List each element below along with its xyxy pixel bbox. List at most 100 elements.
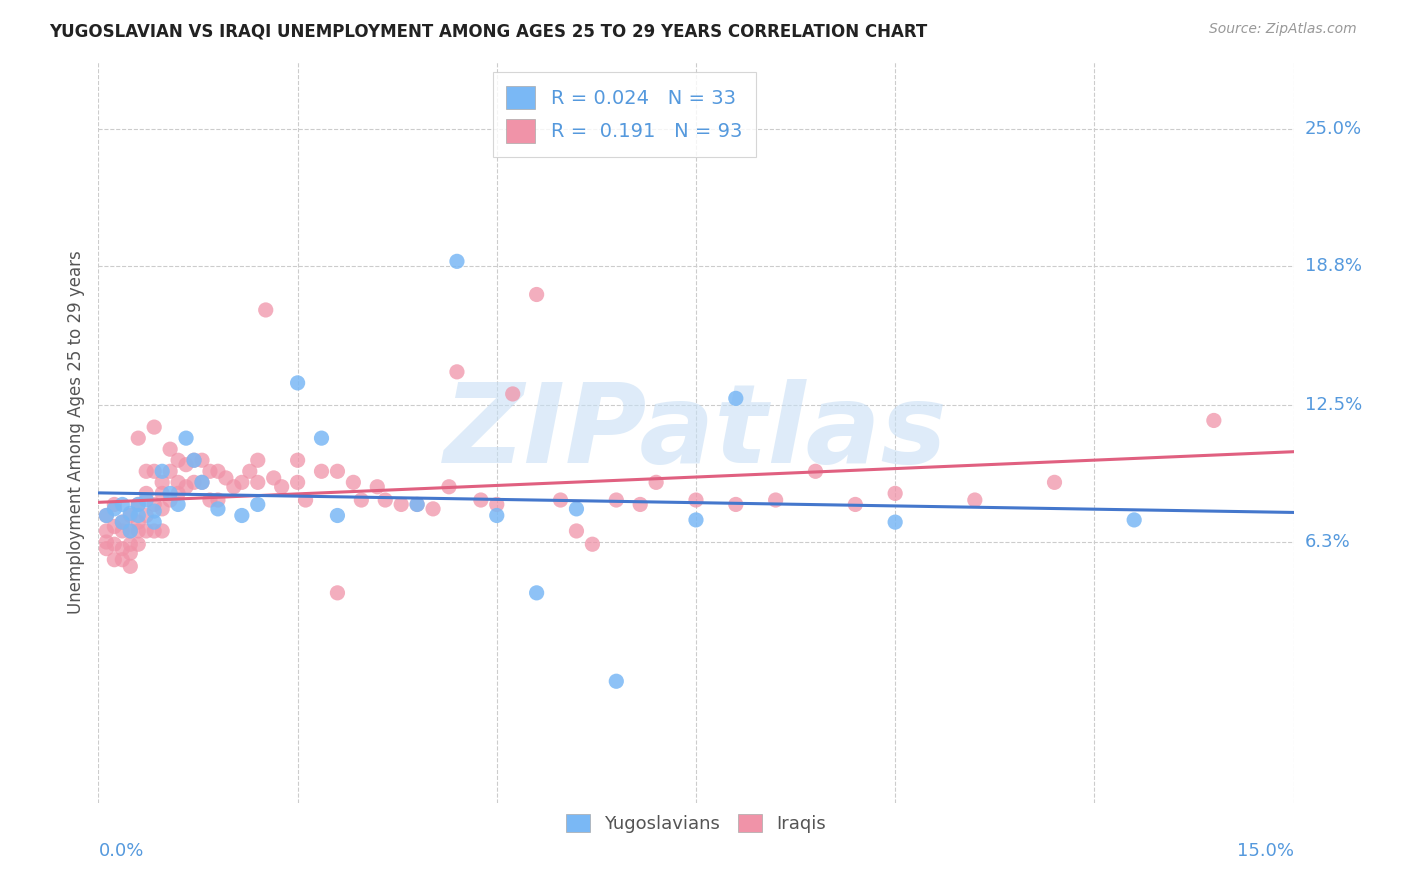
Point xyxy=(120,524,142,538)
Point xyxy=(470,493,492,508)
Point xyxy=(96,535,118,549)
Point xyxy=(550,493,572,508)
Point xyxy=(1043,475,1066,490)
Point xyxy=(311,431,333,445)
Point xyxy=(422,501,444,516)
Point xyxy=(685,513,707,527)
Text: 6.3%: 6.3% xyxy=(1305,533,1350,551)
Point xyxy=(111,524,134,538)
Point xyxy=(326,586,349,600)
Point xyxy=(159,442,181,457)
Point xyxy=(174,458,197,472)
Y-axis label: Unemployment Among Ages 25 to 29 years: Unemployment Among Ages 25 to 29 years xyxy=(66,251,84,615)
Point xyxy=(159,493,181,508)
Point xyxy=(183,475,205,490)
Point xyxy=(437,480,460,494)
Text: 25.0%: 25.0% xyxy=(1305,120,1362,137)
Point xyxy=(96,524,118,538)
Text: YUGOSLAVIAN VS IRAQI UNEMPLOYMENT AMONG AGES 25 TO 29 YEARS CORRELATION CHART: YUGOSLAVIAN VS IRAQI UNEMPLOYMENT AMONG … xyxy=(49,22,928,40)
Point xyxy=(311,464,333,478)
Point xyxy=(526,287,548,301)
Point xyxy=(103,501,125,516)
Point xyxy=(143,524,166,538)
Point xyxy=(174,431,197,445)
Text: 0.0%: 0.0% xyxy=(98,842,143,860)
Point xyxy=(628,498,651,512)
Point xyxy=(254,302,277,317)
Point xyxy=(143,504,166,518)
Point xyxy=(167,498,190,512)
Point xyxy=(150,464,173,478)
Point xyxy=(231,508,253,523)
Point xyxy=(191,453,214,467)
Point xyxy=(143,420,166,434)
Text: 15.0%: 15.0% xyxy=(1236,842,1294,860)
Point xyxy=(120,524,142,538)
Point xyxy=(103,552,125,566)
Text: 18.8%: 18.8% xyxy=(1305,257,1361,275)
Point xyxy=(239,464,262,478)
Point xyxy=(724,392,747,406)
Point xyxy=(685,493,707,508)
Point xyxy=(884,515,907,529)
Point xyxy=(135,486,157,500)
Point xyxy=(191,475,214,490)
Text: Source: ZipAtlas.com: Source: ZipAtlas.com xyxy=(1209,22,1357,37)
Point xyxy=(1123,513,1146,527)
Point xyxy=(287,376,309,390)
Point xyxy=(565,501,588,516)
Point xyxy=(270,480,292,494)
Point xyxy=(374,493,396,508)
Point xyxy=(135,508,157,523)
Point xyxy=(231,475,253,490)
Point xyxy=(135,493,157,508)
Point xyxy=(1202,413,1225,427)
Point xyxy=(884,486,907,500)
Point xyxy=(485,508,508,523)
Point xyxy=(183,453,205,467)
Point xyxy=(342,475,364,490)
Point xyxy=(96,508,118,523)
Point xyxy=(215,471,238,485)
Point xyxy=(326,508,349,523)
Point xyxy=(120,537,142,551)
Point xyxy=(111,552,134,566)
Point xyxy=(207,493,229,508)
Point xyxy=(127,515,149,529)
Point xyxy=(167,453,190,467)
Point xyxy=(406,498,429,512)
Point xyxy=(605,493,627,508)
Point xyxy=(207,464,229,478)
Point xyxy=(485,498,508,512)
Point xyxy=(350,493,373,508)
Point xyxy=(103,519,125,533)
Text: ZIPatlas: ZIPatlas xyxy=(444,379,948,486)
Point xyxy=(120,546,142,560)
Point xyxy=(294,493,316,508)
Point xyxy=(143,515,166,529)
Point xyxy=(135,524,157,538)
Point xyxy=(183,453,205,467)
Point xyxy=(135,464,157,478)
Point xyxy=(565,524,588,538)
Point xyxy=(526,586,548,600)
Point xyxy=(446,254,468,268)
Point xyxy=(246,453,269,467)
Point xyxy=(96,508,118,523)
Point xyxy=(446,365,468,379)
Point xyxy=(765,493,787,508)
Point xyxy=(167,486,190,500)
Legend: Yugoslavians, Iraqis: Yugoslavians, Iraqis xyxy=(557,805,835,842)
Point xyxy=(150,501,173,516)
Point xyxy=(844,498,866,512)
Point xyxy=(127,498,149,512)
Point xyxy=(127,508,149,523)
Point xyxy=(103,498,125,512)
Point xyxy=(963,493,986,508)
Point xyxy=(120,559,142,574)
Point xyxy=(159,486,181,500)
Point xyxy=(167,475,190,490)
Point xyxy=(120,508,142,523)
Point xyxy=(120,506,142,520)
Point xyxy=(406,498,429,512)
